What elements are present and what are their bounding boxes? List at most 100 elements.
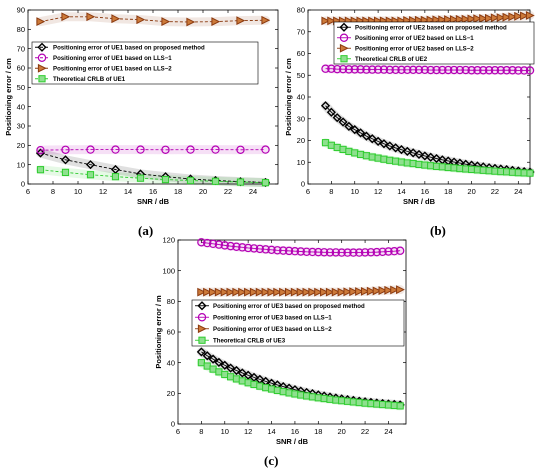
data-point: [362, 65, 371, 74]
legend-marker: [198, 336, 206, 344]
data-point: [290, 287, 300, 297]
legend-label: Positioning error of UE2 based on propos…: [355, 24, 507, 31]
data-point: [197, 287, 207, 297]
data-point: [326, 395, 334, 403]
data-point: [391, 143, 401, 153]
panel-label-c: (c): [264, 453, 279, 468]
data-point: [325, 248, 335, 257]
data-point: [420, 65, 430, 75]
data-point: [291, 390, 299, 398]
data-point: [355, 398, 363, 407]
x-tick-label: 24: [514, 187, 522, 196]
data-point: [333, 64, 342, 74]
data-point: [397, 158, 406, 166]
x-tick-label: 24: [249, 187, 257, 196]
data-point: [450, 164, 458, 172]
data-point: [438, 163, 446, 171]
legend-marker: [37, 53, 47, 62]
data-point: [214, 287, 224, 297]
y-tick-label: 70: [297, 27, 305, 36]
x-tick-label: 10: [74, 187, 82, 196]
data-point: [331, 248, 341, 257]
legend-label: Positioning error of UE1 based on propos…: [53, 44, 205, 51]
data-point: [467, 14, 477, 24]
data-point: [308, 247, 317, 257]
data-point: [296, 287, 306, 297]
data-point: [403, 159, 411, 167]
y-axis-label: Positioning error / cm: [4, 58, 13, 136]
y-axis-label: Positioning error / cm: [284, 58, 293, 136]
data-point: [438, 15, 448, 25]
panel-label-a: (a): [138, 223, 154, 238]
data-point: [361, 399, 369, 407]
data-point: [303, 392, 311, 400]
y-tick-label: 80: [297, 6, 305, 15]
data-point: [384, 401, 393, 409]
data-point: [386, 156, 394, 164]
data-point: [202, 351, 212, 361]
data-point: [208, 239, 218, 249]
legend-marker: [197, 313, 207, 322]
data-point: [402, 146, 412, 156]
data-point: [461, 65, 470, 75]
series-2: [36, 145, 270, 155]
data-point: [508, 12, 518, 22]
data-point: [396, 285, 405, 295]
data-point: [220, 360, 230, 370]
data-point: [449, 15, 459, 24]
data-point: [211, 177, 220, 185]
data-point: [297, 391, 305, 399]
data-point: [395, 246, 405, 255]
data-point: [367, 400, 375, 408]
x-tick-label: 12: [374, 187, 382, 196]
data-point: [331, 287, 341, 297]
data-point: [231, 365, 242, 376]
y-tick-label: 30: [17, 122, 25, 131]
data-point: [221, 370, 229, 379]
data-point: [432, 15, 442, 25]
x-tick-label: 18: [444, 187, 452, 196]
y-tick-label: 70: [17, 44, 25, 53]
data-point: [390, 285, 400, 295]
data-point: [220, 287, 230, 297]
data-point: [473, 66, 482, 75]
data-point: [320, 287, 329, 297]
data-point: [461, 14, 471, 24]
data-point: [366, 286, 376, 296]
data-point: [508, 168, 517, 176]
data-point: [485, 167, 493, 175]
data-point: [408, 65, 418, 75]
data-point: [384, 285, 394, 295]
data-point: [496, 13, 506, 23]
chart-2: 6 8 10 12 14 16 18 20 22 24 0 10 20 30 40 50 60 70 80 SNR /…: [284, 6, 535, 206]
data-point: [36, 145, 45, 155]
data-point: [314, 287, 324, 297]
data-point: [462, 165, 470, 173]
data-point: [343, 287, 353, 297]
data-point: [366, 248, 376, 257]
data-point: [390, 246, 399, 256]
chart-1: 6 8 10 12 14 16 18 20 22 24 0 10 20 30 40 50 60 70 80 90 SNR…: [4, 6, 279, 206]
x-tick-label: 6: [306, 187, 310, 196]
y-tick-label: 120: [162, 236, 175, 245]
data-point: [136, 174, 145, 182]
data-point: [421, 161, 429, 169]
data-point: [356, 65, 365, 74]
data-point: [226, 287, 236, 297]
data-point: [414, 149, 424, 160]
data-point: [236, 145, 245, 154]
chart-3: 6 8 10 12 14 16 18 20 22 24 0 20 40 60 80 100 120 SNR / d…: [154, 236, 407, 446]
data-point: [485, 13, 494, 23]
data-point: [208, 354, 218, 364]
y-tick-label: 10: [297, 158, 305, 167]
data-point: [396, 402, 404, 410]
data-point: [284, 287, 294, 297]
data-point: [432, 65, 441, 75]
data-point: [35, 148, 46, 158]
data-point: [321, 16, 331, 26]
data-point: [444, 163, 452, 172]
data-point: [502, 66, 511, 75]
data-point: [343, 397, 352, 405]
data-point: [456, 164, 464, 173]
